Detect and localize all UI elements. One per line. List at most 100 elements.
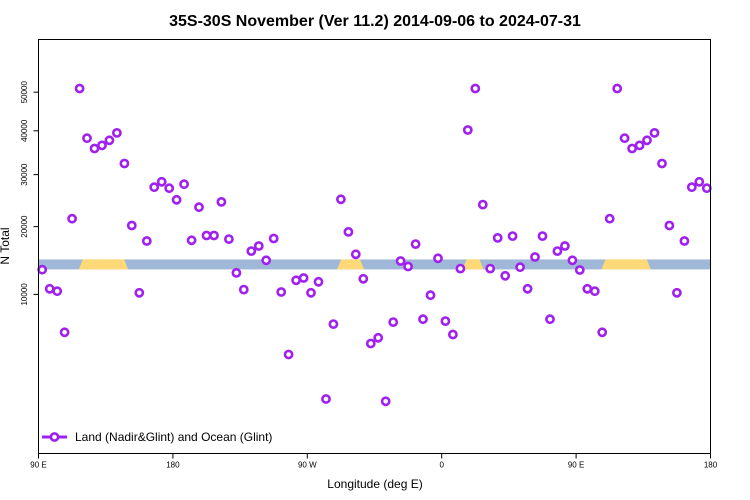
x-axis-label: Longitude (deg E): [327, 477, 422, 491]
data-point: [642, 135, 652, 146]
data-point: [209, 230, 219, 241]
x-tick-label: 90 E: [568, 461, 584, 470]
data-point: [649, 127, 660, 138]
data-point: [425, 290, 436, 301]
x-tick-label: 90 E: [30, 461, 46, 470]
data-point: [440, 316, 451, 326]
data-point: [485, 263, 496, 274]
data-point: [276, 287, 287, 297]
data-point: [664, 220, 675, 231]
data-point: [261, 255, 272, 266]
data-point: [373, 332, 384, 343]
data-point: [343, 226, 354, 237]
land-band-2: [337, 259, 365, 270]
data-point: [119, 158, 130, 169]
data-point: [112, 127, 122, 138]
data-point: [306, 287, 316, 298]
data-point: [462, 125, 473, 135]
data-point: [418, 314, 428, 325]
data-point: [597, 327, 608, 338]
data-point: [537, 231, 548, 241]
data-point: [186, 235, 197, 246]
data-point: [358, 273, 369, 284]
data-point: [291, 275, 301, 286]
data-point: [455, 263, 466, 274]
data-point: [253, 241, 264, 251]
data-point: [238, 284, 249, 295]
data-point: [37, 264, 48, 275]
legend-marker: [49, 432, 60, 442]
data-point: [44, 283, 55, 294]
data-point: [447, 329, 458, 340]
data-point: [395, 256, 406, 266]
data-point: [67, 213, 77, 224]
data-point: [231, 267, 242, 278]
data-point: [74, 83, 85, 94]
data-point: [470, 83, 481, 94]
plot-frame: [38, 39, 711, 454]
land-band-3: [462, 259, 484, 270]
land-band-1: [78, 259, 129, 270]
data-point: [283, 349, 294, 360]
data-point: [335, 194, 346, 205]
data-point: [350, 249, 361, 260]
data-point: [686, 182, 697, 193]
data-point: [634, 140, 645, 151]
data-point: [134, 287, 145, 298]
data-point: [507, 231, 518, 241]
data-point: [59, 327, 70, 338]
data-point: [321, 394, 331, 404]
x-axis: 90 E 180 90 W 0 90 E 180: [30, 453, 718, 470]
y-axis: 10000 20000 30000 40000 50000: [20, 81, 39, 306]
data-point: [97, 140, 107, 151]
legend: Land (Nadir&Glint) and Ocean (Glint): [42, 430, 272, 444]
ocean-band: [38, 259, 711, 270]
data-point: [403, 261, 413, 272]
data-point: [672, 287, 682, 298]
y-tick-label: 50000: [20, 81, 29, 104]
x-tick-label: 90 W: [298, 461, 317, 470]
data-point: [126, 220, 137, 231]
y-tick-label: 10000: [20, 283, 29, 306]
legend-label: Land (Nadir&Glint) and Ocean (Glint): [75, 430, 272, 444]
data-point: [388, 317, 399, 327]
data-point: [500, 270, 511, 281]
data-point: [567, 255, 578, 266]
x-tick-label: 180: [166, 461, 180, 470]
data-point: [164, 183, 175, 194]
data-point: [530, 252, 540, 262]
data-point: [522, 283, 533, 294]
y-tick-label: 30000: [20, 163, 29, 186]
data-point: [701, 183, 712, 194]
data-point: [545, 314, 555, 325]
data-point: [52, 286, 63, 297]
data-point: [194, 202, 204, 213]
x-tick-label: 180: [704, 461, 718, 470]
data-point: [201, 230, 212, 241]
data-point: [313, 276, 324, 287]
data-point: [433, 253, 443, 264]
data-point: [298, 273, 309, 283]
data-point: [141, 236, 152, 246]
y-axis-label: N Total: [0, 227, 12, 264]
data-point: [365, 338, 376, 349]
data-point: [410, 239, 421, 249]
data-point: [328, 319, 339, 329]
data-point: [589, 286, 600, 297]
data-point: [156, 176, 167, 187]
data-point: [171, 194, 182, 205]
data-point: [552, 246, 563, 256]
land-ocean-bar: [38, 259, 711, 270]
data-point: [560, 241, 570, 251]
data-point: [216, 196, 227, 207]
data-points: [37, 83, 712, 407]
data-point: [604, 213, 615, 224]
data-point: [627, 143, 637, 154]
data-point: [694, 176, 705, 187]
chart-title: 35S-30S November (Ver 11.2) 2014-09-06 t…: [169, 13, 581, 30]
data-point: [492, 232, 503, 243]
data-point: [612, 83, 623, 94]
data-point: [82, 133, 92, 144]
